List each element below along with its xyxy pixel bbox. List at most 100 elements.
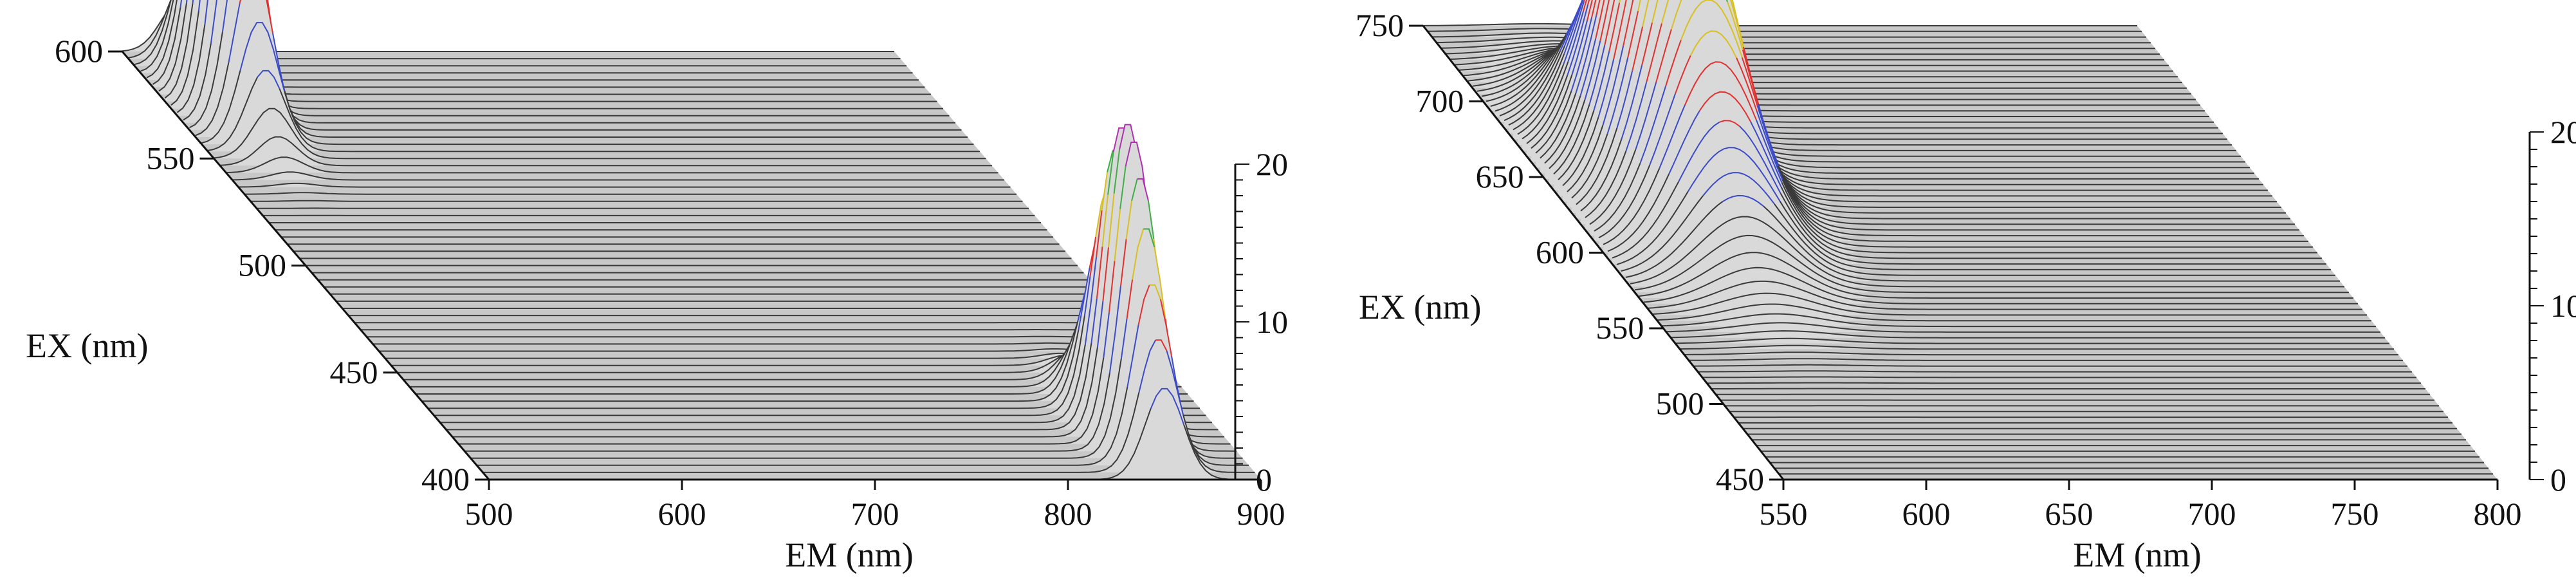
surface-line (1665, 39, 1682, 87)
surface-line (1597, 59, 1615, 118)
surface-ribbon (489, 388, 1261, 480)
surface-line (1621, 195, 1704, 272)
surface-line (216, 12, 906, 67)
surface-line (284, 91, 974, 145)
surface-line (1774, 156, 2295, 225)
surface-line (1155, 339, 1168, 351)
surface-line (1127, 324, 1139, 388)
surface-line (1680, 0, 1743, 58)
surface-line (440, 344, 1086, 424)
surface-line (1575, 15, 1597, 93)
surface-line (1657, 303, 2371, 322)
surface-line (1642, 0, 1650, 27)
surface-line (1131, 178, 1138, 201)
surface-line (1143, 228, 1155, 248)
surface-line (1678, 121, 1720, 182)
surface-line (164, 3, 194, 98)
surface-line (1778, 165, 2304, 237)
em-tick-label: 650 (2045, 496, 2093, 532)
chart-left-svg: 500 600 700 800 900 EM (nm) 400 450 500 550 600 EX … (26, 0, 1288, 574)
surface-line (1096, 247, 1103, 299)
surface-line (1780, 192, 2326, 265)
surface-ribbon (1639, 252, 2353, 298)
chart-right-svg: 550 600 650 700 750 800 EM (nm) 450 500 550 600 650… (1356, 0, 2576, 574)
em-tick-label: 700 (2188, 496, 2236, 532)
surface-ribbon (232, 172, 1004, 180)
surface-line (1651, 0, 1659, 23)
surface-line (283, 88, 968, 138)
surface-line (1587, 0, 1593, 21)
surface-line (1670, 0, 1682, 30)
surface-line (1707, 382, 2421, 384)
surface-line (397, 352, 1170, 373)
surface-line (1655, 29, 1672, 83)
chart-left: 500 600 700 800 900 EM (nm) 400 450 500 550 600 EX … (26, 0, 1288, 574)
surface-line (1637, 0, 1641, 12)
surface-line (1616, 191, 1689, 265)
surface-line (1756, 111, 1783, 180)
surface-line (1693, 364, 2407, 367)
surface-line (1779, 201, 2331, 270)
surface-line (244, 192, 1017, 195)
surface-line (1564, 0, 1583, 46)
z-tick-label: 20 (1256, 146, 1288, 182)
z-tick-label: 10 (2550, 288, 2576, 324)
surface-line (189, 32, 223, 129)
ex-tick-label: 600 (55, 33, 103, 69)
surface-ribbon (1644, 267, 2358, 304)
surface-line (1576, 127, 1618, 205)
surface-line (1526, 75, 1569, 144)
surface-line (1648, 280, 2362, 310)
surface-line (146, 0, 178, 79)
ex-tick-label: 500 (238, 247, 286, 283)
surface-line (1774, 203, 2335, 276)
ex-tick-label: 500 (1656, 386, 1704, 422)
surface-line (1078, 267, 1090, 330)
surface-line (421, 321, 1079, 402)
ex-tick-label: 650 (1476, 158, 1524, 194)
surface-line (1773, 153, 2299, 231)
surface-line (158, 3, 187, 92)
surface-line (1696, 68, 2227, 140)
surface-line (1661, 313, 2376, 328)
surface-line (1777, 165, 2308, 242)
surface-line (1149, 284, 1161, 300)
surface-line (1436, 36, 2151, 44)
surface-line (204, 0, 208, 25)
surface-line (1428, 28, 2142, 32)
surface-line (1114, 209, 1121, 261)
ex-tick-label: 400 (421, 461, 470, 497)
surface-line (1686, 60, 2223, 135)
ex-tick-label: 550 (147, 140, 195, 176)
surface-line (428, 330, 1080, 409)
surface-ribbon (1657, 304, 2371, 321)
surface-line (1591, 0, 1597, 17)
surface-line (201, 0, 901, 60)
surface-line (1698, 91, 1751, 122)
surface-line (483, 391, 1140, 473)
surface-line (1594, 163, 1641, 232)
surface-line (198, 0, 201, 12)
surface-line (1616, 70, 1633, 129)
surface-ribbon (1666, 323, 2380, 332)
surface-line (1499, 35, 1567, 117)
surface-line (1531, 74, 1573, 149)
surface-line (246, 39, 925, 88)
surface-line (1756, 106, 1779, 167)
surface-line (1689, 358, 2403, 361)
surface-line (1652, 292, 2367, 316)
surface-line (1720, 91, 2241, 157)
surface-line (1722, 194, 1764, 207)
em-tick-label: 500 (465, 496, 513, 532)
surface-line (207, 77, 259, 151)
surface-line (1743, 113, 2259, 180)
surface-line (1584, 41, 1601, 100)
surface-line (1602, 45, 1624, 126)
surface-line (1781, 182, 2317, 254)
surface-line (1742, 50, 1759, 104)
surface-line (1661, 0, 1670, 24)
chart-right: 550 600 650 700 750 800 EM (nm) 450 500 550 600 650… (1288, 0, 2576, 580)
surface-line (1755, 119, 1783, 183)
surface-line (272, 33, 285, 88)
z-tick-label: 0 (2550, 462, 2566, 498)
